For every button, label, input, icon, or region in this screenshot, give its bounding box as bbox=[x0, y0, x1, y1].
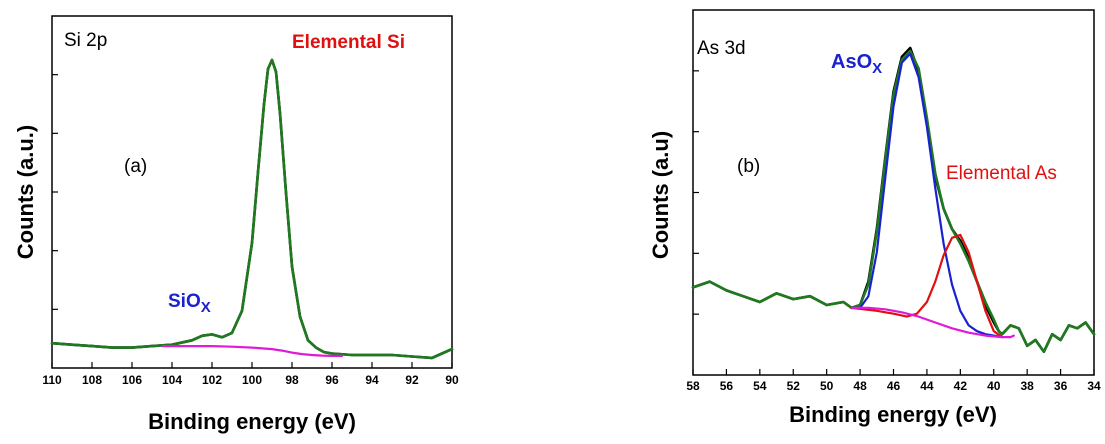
series-group-a bbox=[50, 58, 454, 360]
chart-panel-b: 58 56 54 52 50 48 46 44 42 40 38 36 34 As 3d (b) AsO… bbox=[648, 9, 1101, 427]
x-tick-label: 52 bbox=[787, 379, 801, 393]
x-tick-label: 54 bbox=[753, 379, 767, 393]
x-tick-label: 56 bbox=[720, 379, 734, 393]
annotation-asox: AsOX bbox=[831, 51, 882, 77]
x-tick-label: 100 bbox=[242, 373, 262, 387]
x-tick-label: 58 bbox=[686, 379, 700, 393]
x-tick-label: 34 bbox=[1087, 379, 1101, 393]
x-tick-label: 92 bbox=[405, 373, 419, 387]
x-tick-label: 104 bbox=[162, 373, 182, 387]
x-tick-label: 108 bbox=[82, 373, 102, 387]
x-tick-label: 46 bbox=[887, 379, 901, 393]
x-tick-label: 38 bbox=[1020, 379, 1034, 393]
x-tick-label: 50 bbox=[820, 379, 834, 393]
plot-frame-a bbox=[51, 15, 453, 369]
annotation-siox: SiOX bbox=[168, 291, 211, 316]
annotation-asox-base: AsO bbox=[831, 51, 872, 73]
series-line-1 bbox=[50, 58, 454, 360]
y-ticks-b bbox=[693, 70, 699, 315]
series-line-4 bbox=[850, 306, 1015, 339]
x-ticks-a: 110 108 106 104 102 100 98 96 94 92 90 bbox=[42, 362, 459, 387]
panel-label-a: (a) bbox=[124, 156, 147, 177]
y-axis-label-a: Counts (a.u.) bbox=[13, 125, 38, 259]
x-tick-label: 102 bbox=[202, 373, 222, 387]
panel-label-b: (b) bbox=[737, 156, 760, 177]
x-tick-label: 90 bbox=[445, 373, 459, 387]
annotation-siox-base: SiO bbox=[168, 291, 201, 312]
annotation-siox-sub: X bbox=[201, 299, 211, 316]
x-tick-label: 106 bbox=[122, 373, 142, 387]
series-group-b bbox=[691, 46, 1096, 354]
x-axis-label-b: Binding energy (eV) bbox=[789, 402, 997, 427]
x-tick-label: 36 bbox=[1054, 379, 1068, 393]
annotation-asox-sub: X bbox=[872, 60, 882, 77]
series-line-2 bbox=[850, 52, 1004, 339]
x-tick-label: 98 bbox=[285, 373, 299, 387]
x-ticks-b: 58 56 54 52 50 48 46 44 42 40 38 36 34 bbox=[686, 369, 1101, 393]
series-line-3 bbox=[850, 233, 1004, 339]
x-axis-label-a: Binding energy (eV) bbox=[148, 409, 356, 434]
chart-panel-a: 110 108 106 104 102 100 98 96 94 92 90 Si 2p (a) E… bbox=[13, 15, 459, 434]
series-line-2 bbox=[160, 345, 344, 357]
x-tick-label: 94 bbox=[365, 373, 379, 387]
series-line-1 bbox=[691, 49, 1096, 354]
plot-frame-b bbox=[692, 9, 1095, 376]
region-label-a: Si 2p bbox=[64, 30, 107, 51]
x-tick-label: 44 bbox=[920, 379, 934, 393]
x-tick-label: 48 bbox=[853, 379, 867, 393]
x-tick-label: 110 bbox=[42, 373, 62, 387]
y-axis-label-b: Counts (a.u) bbox=[648, 131, 673, 259]
region-label-b: As 3d bbox=[697, 38, 746, 59]
series-line-0 bbox=[50, 58, 454, 360]
x-tick-label: 96 bbox=[325, 373, 339, 387]
annotation-elemental-si: Elemental Si bbox=[292, 32, 405, 53]
x-tick-label: 42 bbox=[954, 379, 968, 393]
annotation-elemental-as: Elemental As bbox=[946, 163, 1057, 184]
y-ticks-a bbox=[52, 74, 58, 310]
x-tick-label: 40 bbox=[987, 379, 1001, 393]
